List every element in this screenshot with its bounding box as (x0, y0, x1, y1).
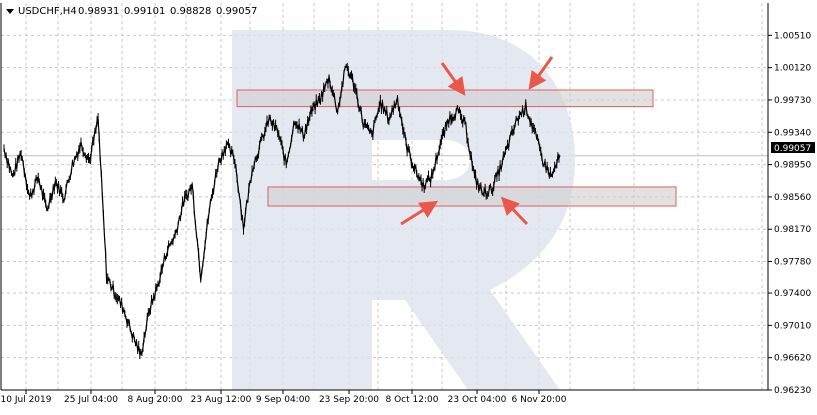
watermark-r-logo (232, 30, 575, 390)
y-tick-label: 0.98560 (774, 193, 811, 203)
y-tick-label: 0.97400 (774, 289, 811, 299)
x-tick-label: 8 Oct 12:00 (386, 395, 439, 405)
annotation-arrow (528, 56, 554, 90)
support-zone (267, 186, 677, 207)
annotation-arrow (500, 196, 529, 226)
price-line (3, 65, 561, 356)
x-tick-label: 23 Sep 20:00 (319, 395, 379, 405)
y-tick-label: 0.98950 (774, 161, 811, 171)
y-tick-label: 0.97780 (774, 258, 811, 268)
price-tag-box (771, 142, 815, 153)
y-tick-label: 1.00510 (774, 31, 811, 41)
price-tag-value: 0.99057 (774, 144, 811, 154)
price-series (3, 62, 561, 360)
y-tick-label: 1.00120 (774, 64, 811, 74)
x-tick-label: 23 Oct 04:00 (448, 395, 507, 405)
close-value: 0.99057 (216, 6, 257, 17)
x-tick-label: 8 Aug 20:00 (128, 395, 183, 405)
current-price-tag: 0.99057 (771, 142, 815, 154)
annotation-arrow (440, 62, 466, 96)
resistance-zone (236, 89, 654, 108)
y-tick-label: 0.99730 (774, 96, 811, 106)
x-tick-label: 23 Aug 12:00 (191, 395, 252, 405)
open-value: 0.98931 (78, 6, 119, 17)
y-tick-label: 0.96230 (774, 386, 811, 396)
low-value: 0.98828 (170, 6, 211, 17)
x-tick-label: 9 Sep 04:00 (256, 395, 311, 405)
axes: 1.00510 1.00120 0.99730 0.99340 0.98950 0.985… (0, 3, 811, 405)
broker-logo-watermark (232, 30, 575, 390)
collapse-triangle-icon[interactable] (6, 9, 14, 14)
x-tick-label: 10 Jul 2019 (1, 395, 52, 405)
y-tick-label: 0.97010 (774, 321, 811, 331)
x-tick-label: 6 Nov 20:00 (512, 395, 567, 405)
annotation-arrow (400, 200, 439, 226)
zones (236, 89, 677, 207)
symbol-label: USDCHF,H4 (18, 6, 77, 17)
y-tick-label: 0.96620 (774, 354, 811, 364)
chart-header: USDCHF,H4 0.98931 0.99101 0.98828 0.9905… (6, 6, 257, 17)
high-value: 0.99101 (124, 6, 165, 17)
x-tick-label: 25 Jul 04:00 (64, 395, 118, 405)
y-tick-label: 0.98170 (774, 225, 811, 235)
arrows (400, 56, 554, 226)
y-tick-label: 0.99340 (774, 128, 811, 138)
